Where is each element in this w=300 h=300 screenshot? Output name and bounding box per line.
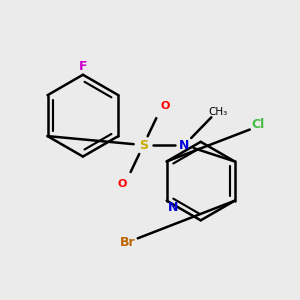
Text: O: O bbox=[118, 179, 127, 189]
Text: Br: Br bbox=[120, 236, 136, 249]
Text: F: F bbox=[79, 60, 87, 73]
Text: O: O bbox=[160, 101, 169, 111]
Text: N: N bbox=[168, 201, 178, 214]
Text: N: N bbox=[179, 139, 190, 152]
Text: CH₃: CH₃ bbox=[208, 107, 227, 117]
Text: S: S bbox=[139, 139, 148, 152]
Text: Cl: Cl bbox=[251, 118, 265, 131]
